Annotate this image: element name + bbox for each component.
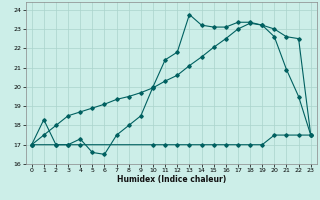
X-axis label: Humidex (Indice chaleur): Humidex (Indice chaleur) (116, 175, 226, 184)
